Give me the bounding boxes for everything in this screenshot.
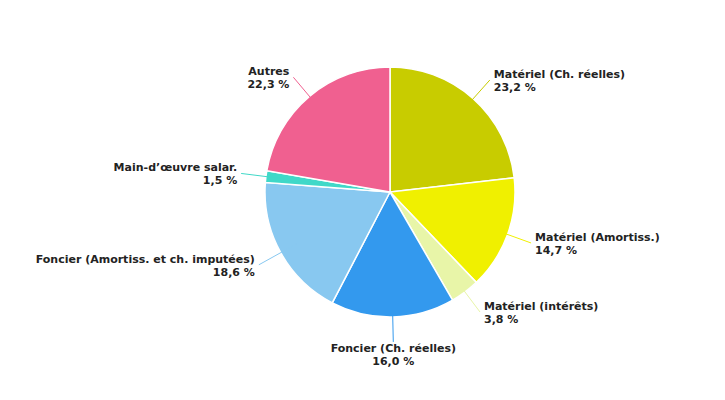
chart: Matériel (Ch. réelles)23,2 % Matériel (Am… — [0, 0, 725, 400]
data-label: Main-d’œuvre salar.1,5 % — [114, 161, 238, 187]
label-name: Foncier (Amortiss. et ch. imputées) — [36, 253, 255, 266]
leader-line — [392, 298, 394, 342]
label-value: 22,3 % — [247, 78, 289, 91]
data-label: Matériel (intérêts)3,8 % — [484, 300, 598, 326]
leader-line — [461, 80, 490, 113]
label-value: 3,8 % — [484, 313, 518, 326]
label-value: 18,6 % — [213, 266, 255, 279]
label-name: Matériel (intérêts) — [484, 300, 598, 313]
label-value: 14,7 % — [535, 244, 577, 257]
slice — [265, 182, 390, 302]
pie — [265, 67, 515, 317]
label-name: Matériel (Ch. réelles) — [494, 68, 625, 81]
leader-line — [293, 77, 321, 110]
leader-line — [490, 228, 531, 243]
label-value: 16,0 % — [372, 355, 414, 368]
label-value: 1,5 % — [203, 174, 237, 187]
label-name: Matériel (Amortiss.) — [535, 231, 660, 244]
data-label: Foncier (Amortiss. et ch. imputées)18,6 … — [36, 253, 255, 279]
label-name: Foncier (Ch. réelles) — [331, 342, 456, 355]
label-name: Autres — [248, 65, 289, 78]
labels: Matériel (Ch. réelles)23,2 % Matériel (Am… — [36, 65, 660, 368]
data-label: Matériel (Amortiss.)14,7 % — [535, 231, 660, 257]
label-name: Main-d’œuvre salar. — [114, 161, 238, 174]
data-label: Matériel (Ch. réelles)23,2 % — [494, 68, 625, 94]
label-value: 23,2 % — [494, 81, 536, 94]
leader-line — [259, 244, 297, 265]
leader-line — [241, 173, 284, 178]
data-label: Autres22,3 % — [247, 65, 289, 91]
leader-line — [454, 277, 480, 312]
data-label: Foncier (Ch. réelles)16,0 % — [331, 342, 456, 368]
